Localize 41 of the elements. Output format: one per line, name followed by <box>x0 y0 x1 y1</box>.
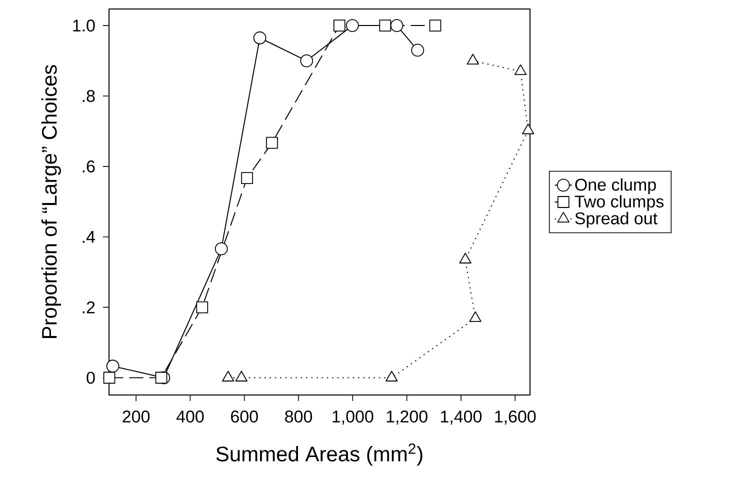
x-tick-label: 400 <box>176 410 204 423</box>
x-tick-label: 600 <box>231 410 258 423</box>
point <box>429 20 442 32</box>
legend-label: Two clumps <box>574 195 664 211</box>
point <box>235 370 248 382</box>
point <box>333 20 346 32</box>
legend-label: One clump <box>575 178 656 194</box>
point <box>214 242 228 256</box>
legend-label: Spread out <box>575 212 658 228</box>
point <box>222 370 234 382</box>
x-tick-label: 800 <box>285 410 312 423</box>
y-tick-label: 0 <box>86 372 95 384</box>
x-tick-label: 200 <box>122 410 150 423</box>
x-tick-label: 1,000 <box>332 410 374 425</box>
y-tick-label: .6 <box>82 160 95 172</box>
point <box>346 19 359 32</box>
point <box>241 172 254 184</box>
x-tick-label: 1,600 <box>495 410 536 425</box>
y-axis-title: Proportion of “Large” Choices <box>41 65 61 338</box>
point <box>514 64 527 76</box>
point <box>459 252 472 264</box>
point <box>106 360 120 373</box>
point <box>379 20 392 32</box>
y-tick-label: .4 <box>82 231 95 243</box>
x-axis-title: Summed Areas (mm$^{2}$) <box>216 443 422 466</box>
point <box>253 31 266 44</box>
point <box>386 370 398 382</box>
point <box>196 301 208 314</box>
x-tick-label: 1,200 <box>386 410 428 425</box>
point <box>522 124 534 134</box>
point <box>469 311 482 322</box>
point <box>411 44 424 57</box>
y-tick-label: 1.0 <box>73 20 95 32</box>
y-tick-label: .8 <box>82 90 95 102</box>
point <box>300 54 314 68</box>
y-tick-label: .2 <box>82 301 95 314</box>
point <box>103 372 116 384</box>
x-tick-label: 1,400 <box>440 410 482 425</box>
point <box>266 136 278 149</box>
point <box>390 19 404 32</box>
point <box>155 372 168 384</box>
